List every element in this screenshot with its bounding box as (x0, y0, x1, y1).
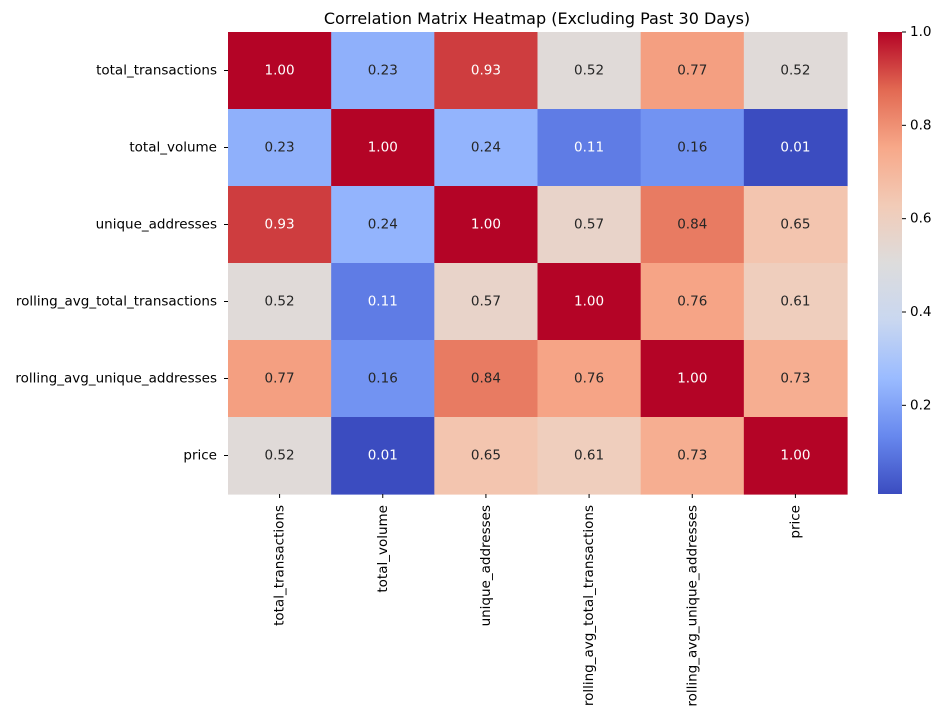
cell-value-label: 0.23 (265, 140, 295, 156)
cell-value-label: 1.00 (677, 371, 707, 387)
cell-value-label: 1.00 (265, 63, 295, 79)
row-labels: total_transactions total_volume unique_add… (15, 63, 228, 464)
heatmap-cell (743, 263, 848, 341)
colorbar-tick-label: 0.6 (910, 211, 931, 227)
cell-value-label: 0.24 (368, 217, 398, 233)
cell-value-label: 0.76 (677, 294, 707, 310)
cell-value-label: 0.65 (471, 448, 501, 464)
cell-value-label: 0.52 (780, 63, 810, 79)
heatmap-cell (743, 32, 848, 110)
cell-value-label: 0.01 (368, 448, 398, 464)
cell-value-label: 0.61 (780, 294, 810, 310)
row-label: total_volume (129, 140, 217, 156)
cell-value-label: 0.57 (574, 217, 604, 233)
cell-value-label: 0.01 (780, 140, 810, 156)
heatmap-cell (537, 263, 642, 341)
heatmap-cell (331, 417, 435, 495)
column-label: total_transactions (272, 505, 288, 626)
cell-value-label: 1.00 (574, 294, 604, 310)
column-labels: total_transactions total_volume unique_add… (272, 494, 803, 707)
colorbar-tick-label: 1.0 (910, 24, 931, 40)
cell-value-label: 0.52 (265, 294, 295, 310)
heatmap-cell (537, 417, 642, 495)
cell-value-label: 0.84 (471, 371, 501, 387)
row-label: total_transactions (96, 63, 217, 79)
row-label: price (183, 448, 217, 464)
chart-title: Correlation Matrix Heatmap (Excluding Pa… (324, 9, 750, 28)
row-label: rolling_avg_unique_addresses (15, 371, 217, 387)
heatmap-cell (537, 32, 642, 110)
column-label: rolling_avg_unique_addresses (684, 505, 700, 707)
cell-value-label: 0.61 (574, 448, 604, 464)
cell-value-label: 0.11 (368, 294, 398, 310)
heatmap-cell (434, 263, 539, 341)
cell-value-label: 0.76 (574, 371, 604, 387)
heatmap-cell (228, 32, 332, 110)
heatmap-cell (331, 263, 435, 341)
cell-value-label: 0.11 (574, 140, 604, 156)
colorbar-tick-label: 0.8 (910, 117, 931, 133)
colorbar-tick-label: 0.2 (910, 397, 931, 413)
cell-value-label: 0.16 (368, 371, 398, 387)
heatmap-cell (228, 186, 332, 264)
cell-value-label: 0.65 (780, 217, 810, 233)
heatmap-cell (640, 340, 745, 418)
cell-value-label: 0.24 (471, 140, 501, 156)
colorbar: 0.2 0.4 0.6 0.8 1.0 (878, 24, 931, 494)
column-label: unique_addresses (478, 505, 494, 626)
heatmap-cell (228, 109, 332, 187)
heatmap-cell (331, 109, 435, 187)
cell-value-label: 0.52 (265, 448, 295, 464)
heatmap-cell (743, 109, 848, 187)
heatmap-cell (228, 263, 332, 341)
colorbar-tick-label: 0.4 (910, 304, 931, 320)
heatmap-cell (640, 263, 745, 341)
colorbar-gradient (878, 32, 902, 494)
cell-value-label: 0.73 (780, 371, 810, 387)
heatmap-cell (640, 32, 745, 110)
heatmap-cell (743, 340, 848, 418)
heatmap-cell (434, 417, 539, 495)
cell-value-label: 0.16 (677, 140, 707, 156)
cell-value-label: 0.93 (265, 217, 295, 233)
column-label: price (787, 505, 803, 539)
heatmap-cell (537, 340, 642, 418)
cell-value-label: 0.23 (368, 63, 398, 79)
column-label: total_volume (375, 505, 391, 593)
heatmap-cell (743, 186, 848, 264)
row-label: rolling_avg_total_transactions (16, 294, 217, 310)
cell-value-label: 0.77 (677, 63, 707, 79)
heatmap-cell (640, 109, 745, 187)
heatmap-cell (434, 186, 539, 264)
heatmap-cell (640, 417, 745, 495)
heatmap-cell (743, 417, 848, 495)
heatmap-cell (537, 186, 642, 264)
heatmap-cell (228, 340, 332, 418)
heatmap-cell (228, 417, 332, 495)
heatmap-cell (434, 109, 539, 187)
heatmap-cell (331, 32, 435, 110)
heatmap-cells: 1.00 0.23 0.93 0.52 0.77 0.52 0.23 1.00 0.24 0.11… (228, 32, 848, 495)
cell-value-label: 0.57 (471, 294, 501, 310)
heatmap-cell (434, 340, 539, 418)
cell-value-label: 0.73 (677, 448, 707, 464)
cell-value-label: 0.84 (677, 217, 707, 233)
cell-value-label: 0.52 (574, 63, 604, 79)
column-label: rolling_avg_total_transactions (581, 505, 597, 706)
heatmap-cell (331, 186, 435, 264)
row-label: unique_addresses (96, 217, 217, 233)
heatmap-cell (331, 340, 435, 418)
heatmap-cell (640, 186, 745, 264)
cell-value-label: 1.00 (471, 217, 501, 233)
heatmap-cell (537, 109, 642, 187)
heatmap-cell (434, 32, 539, 110)
cell-value-label: 0.77 (265, 371, 295, 387)
cell-value-label: 0.93 (471, 63, 501, 79)
cell-value-label: 1.00 (780, 448, 810, 464)
cell-value-label: 1.00 (368, 140, 398, 156)
